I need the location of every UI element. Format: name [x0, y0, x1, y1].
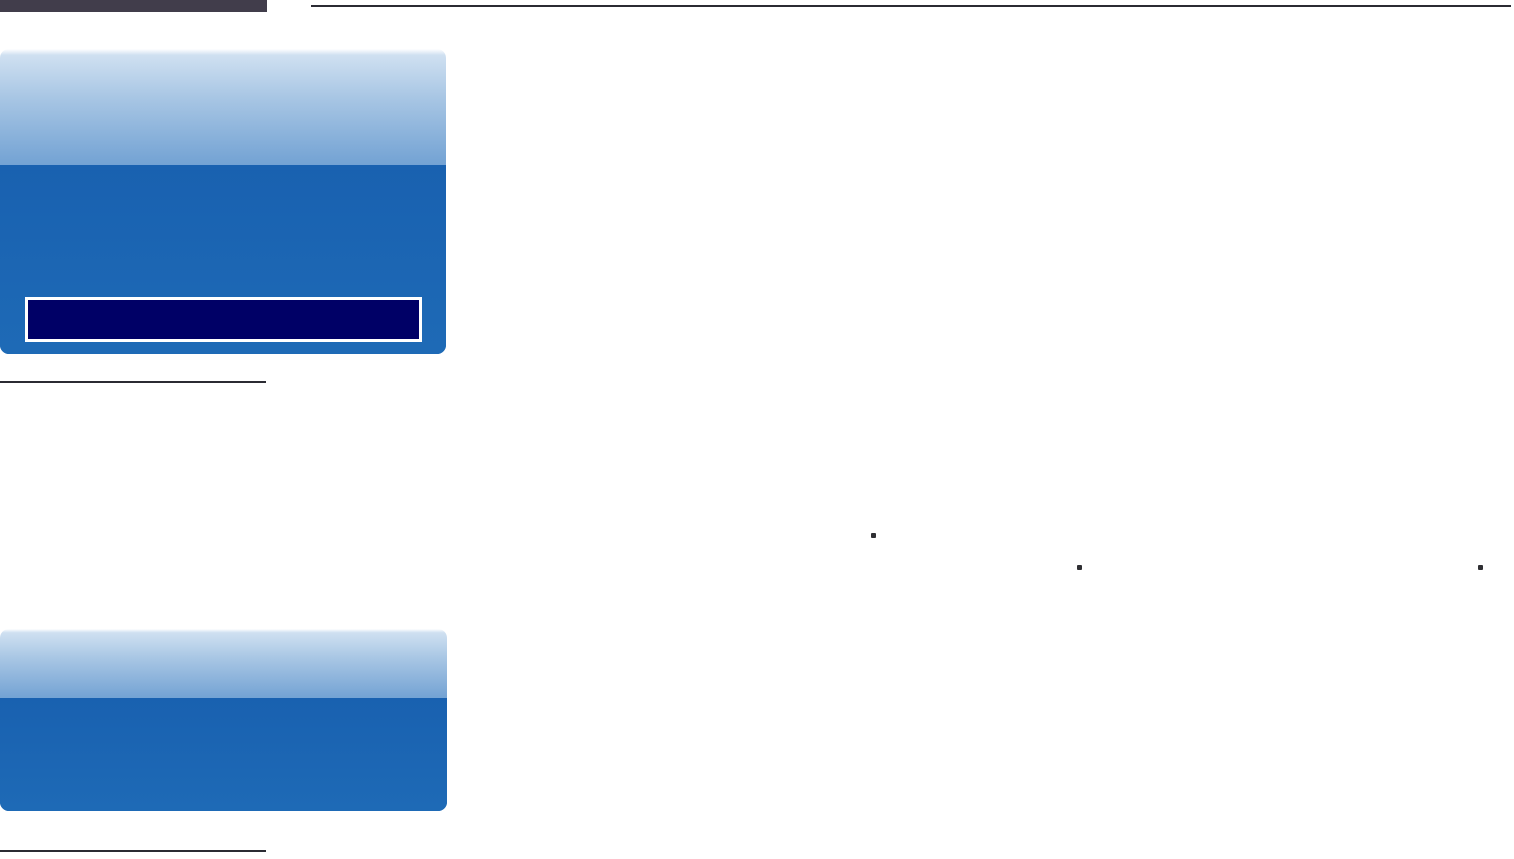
marker-dot-icon: [871, 533, 876, 538]
selected-value-field-primary[interactable]: [25, 297, 422, 342]
marker-dot-icon: [1077, 565, 1082, 570]
picker-panel-primary[interactable]: [0, 49, 446, 354]
header-divider: [311, 5, 1511, 7]
marker-dot-icon: [1478, 565, 1483, 570]
section-divider-lower: [0, 850, 266, 852]
picker-panel-secondary[interactable]: [0, 629, 447, 811]
section-divider-upper: [0, 381, 266, 383]
header-bar: [0, 0, 267, 12]
